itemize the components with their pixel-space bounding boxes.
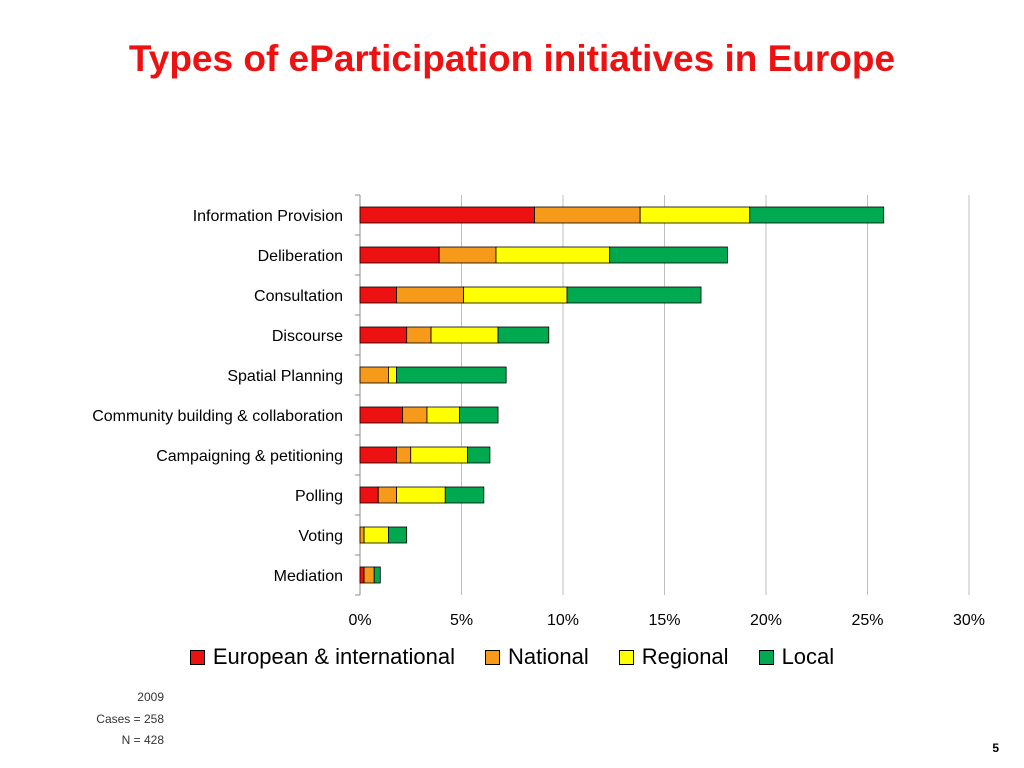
- bar-discourse-regional: [430, 326, 499, 344]
- bar-community-building-and-collaboration-national: [402, 406, 428, 424]
- bar-polling-local: [444, 486, 485, 504]
- bar-information-provision-national: [534, 206, 641, 224]
- bar-spatial-planning-regional: [388, 366, 397, 384]
- category-label-discourse: Discourse: [272, 328, 343, 345]
- x-tick-label-0: 0%: [348, 612, 371, 629]
- category-label-mediation: Mediation: [274, 568, 343, 585]
- x-tick-label-4: 20%: [750, 612, 782, 629]
- legend-swatch-european-international: [189, 649, 205, 665]
- legend-item-local: Local: [758, 644, 835, 670]
- bar-mediation-european-and-international: [359, 566, 365, 584]
- bar-mediation-national: [363, 566, 375, 584]
- bar-consultation-regional: [463, 286, 568, 304]
- bar-polling-european-and-international: [359, 486, 379, 504]
- legend-item-european-international: European & international: [189, 644, 455, 670]
- category-label-deliberation: Deliberation: [258, 248, 343, 265]
- legend-label-regional: Regional: [641, 644, 729, 669]
- footnote-cases: Cases = 258: [96, 712, 164, 726]
- legend-label-national: National: [508, 644, 589, 669]
- bar-mediation-local: [373, 566, 381, 584]
- bar-polling-national: [377, 486, 397, 504]
- category-label-campaigning-and-petitioning: Campaigning & petitioning: [156, 448, 343, 465]
- x-tick-label-5: 25%: [851, 612, 883, 629]
- bar-deliberation-national: [438, 246, 497, 264]
- bar-discourse-national: [406, 326, 432, 344]
- bar-information-provision-local: [749, 206, 885, 224]
- bar-spatial-planning-national: [359, 366, 389, 384]
- x-tick-label-3: 15%: [648, 612, 680, 629]
- bar-community-building-and-collaboration-regional: [426, 406, 460, 424]
- x-tick-label-1: 5%: [450, 612, 473, 629]
- bar-consultation-european-and-international: [359, 286, 397, 304]
- bar-campaigning-and-petitioning-european-and-international: [359, 446, 397, 464]
- bar-voting-regional: [363, 526, 389, 544]
- bar-campaigning-and-petitioning-regional: [410, 446, 468, 464]
- bar-deliberation-regional: [495, 246, 611, 264]
- chart-legend: European & international National Region…: [0, 644, 1024, 670]
- bar-voting-local: [388, 526, 408, 544]
- bar-campaigning-and-petitioning-national: [396, 446, 412, 464]
- x-tick-label-2: 10%: [547, 612, 579, 629]
- legend-swatch-national: [485, 649, 500, 665]
- legend-label-local: Local: [781, 644, 835, 669]
- category-label-voting: Voting: [299, 528, 343, 545]
- bar-information-provision-european-and-international: [359, 206, 535, 224]
- legend-swatch-regional: [618, 649, 634, 665]
- bar-deliberation-local: [609, 246, 728, 264]
- bar-consultation-local: [566, 286, 702, 304]
- bar-community-building-and-collaboration-european-and-international: [359, 406, 404, 424]
- x-tick-label-6: 30%: [953, 612, 985, 629]
- legend-item-regional: Regional: [618, 644, 729, 670]
- bar-polling-regional: [396, 486, 446, 504]
- bar-information-provision-regional: [639, 206, 751, 224]
- category-label-polling: Polling: [295, 488, 343, 505]
- stacked-bar-chart: Information Provision Deliberation Consult…: [92, 194, 985, 629]
- bar-community-building-and-collaboration-local: [459, 406, 499, 424]
- category-label-consultation: Consultation: [254, 288, 343, 305]
- bar-discourse-local: [497, 326, 550, 344]
- category-label-spatial-planning: Spatial Planning: [227, 368, 343, 385]
- slide-title: Types of eParticipation initiatives in E…: [128, 38, 896, 79]
- bar-spatial-planning-local: [396, 366, 507, 384]
- category-label-information-provision: Information Provision: [193, 208, 343, 225]
- legend-label-european-international: European & international: [212, 644, 455, 669]
- category-label-community-building-and-collaboration: Community building & collaboration: [92, 408, 343, 425]
- bar-discourse-european-and-international: [359, 326, 408, 344]
- page-number: 5: [992, 741, 999, 755]
- bar-consultation-national: [396, 286, 464, 304]
- footnote-year: 2009: [137, 690, 164, 704]
- footnote-n: N = 428: [121, 733, 164, 747]
- bar-voting-national: [359, 526, 365, 544]
- legend-swatch-local: [758, 649, 774, 665]
- bar-campaigning-and-petitioning-local: [467, 446, 491, 464]
- bar-deliberation-european-and-international: [359, 246, 440, 264]
- legend-item-national: National: [485, 644, 589, 670]
